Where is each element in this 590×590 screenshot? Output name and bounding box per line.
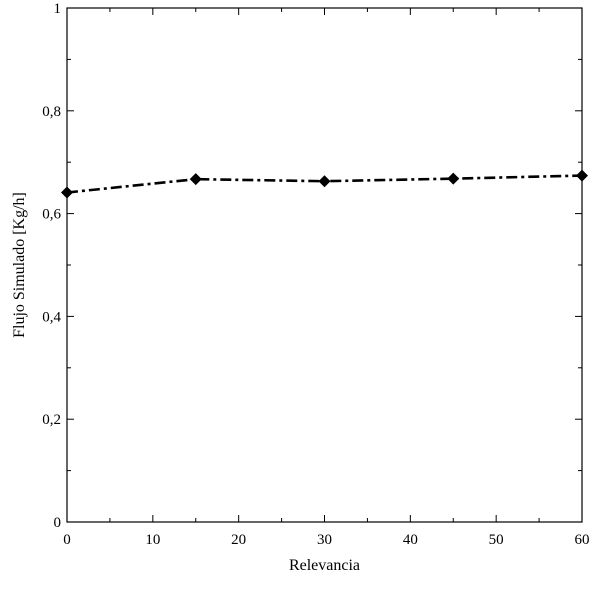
x-tick-label: 50	[489, 532, 504, 548]
data-point-marker	[189, 173, 202, 186]
x-tick-label: 40	[403, 532, 418, 548]
y-axis-label: Flujo Simulado [Kg/h]	[11, 192, 28, 338]
y-tick-label: 0,2	[42, 412, 61, 428]
y-tick-labels: 0 0,2 0,4 0,6 0,8 1	[42, 1, 61, 531]
data-point-marker	[318, 175, 331, 188]
x-axis-label: Relevancia	[289, 557, 360, 574]
x-tick-label: 30	[317, 532, 332, 548]
x-tick-label: 60	[575, 532, 590, 548]
y-tick-label: 0,6	[42, 207, 61, 223]
x-tick-label: 10	[145, 532, 160, 548]
series-layer	[61, 169, 588, 199]
y-tick-label: 0,8	[42, 104, 61, 120]
y-tick-label: 1	[54, 1, 62, 17]
x-tick-label: 0	[63, 532, 71, 548]
y-tick-label: 0,4	[42, 309, 61, 325]
x-tick-labels: 0 10 20 30 40 50 60	[63, 532, 589, 548]
y-tick-label: 0	[54, 515, 62, 531]
axis-ticks	[66, 7, 583, 523]
plot-frame	[66, 7, 583, 523]
x-tick-label: 20	[231, 532, 246, 548]
data-point-marker	[447, 172, 460, 185]
